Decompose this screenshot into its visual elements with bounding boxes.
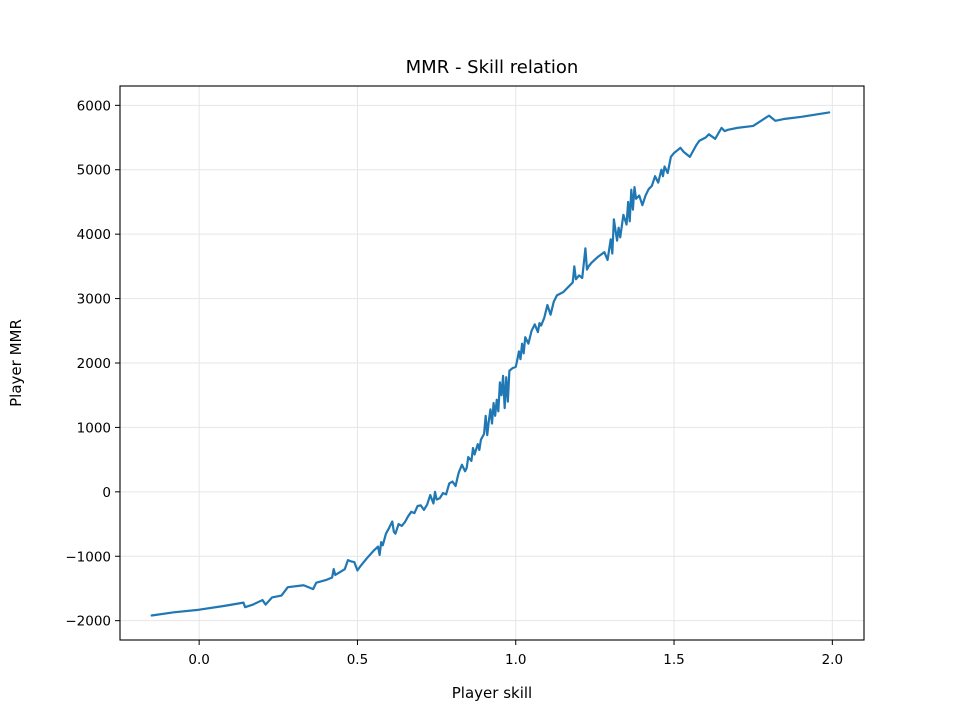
y-axis-ticks: −2000 −1000 0 1000 2000 3000 4000 5000 6000	[65, 98, 120, 630]
grid-lines	[120, 86, 864, 640]
y-tick-label: 3000	[77, 292, 111, 308]
chart-title: MMR - Skill relation	[406, 57, 579, 78]
series-line	[150, 111, 831, 617]
x-tick-label: 0.0	[188, 652, 209, 668]
y-axis-label: Player MMR	[7, 319, 25, 407]
y-tick-label: 4000	[77, 227, 111, 243]
x-tick-label: 2.0	[822, 652, 843, 668]
y-tick-label: 6000	[77, 98, 111, 114]
y-tick-label: 0	[102, 485, 111, 501]
x-axis-label: Player skill	[452, 684, 532, 702]
y-tick-label: 2000	[77, 356, 111, 372]
x-tick-label: 1.5	[663, 652, 684, 668]
x-tick-label: 1.0	[505, 652, 526, 668]
x-tick-label: 0.5	[347, 652, 368, 668]
y-tick-label: 1000	[77, 420, 111, 436]
y-tick-label: 5000	[77, 163, 111, 179]
y-tick-label: −2000	[65, 614, 111, 630]
x-axis-ticks: 0.0 0.5 1.0 1.5 2.0	[188, 640, 843, 668]
y-tick-label: −1000	[65, 549, 111, 565]
